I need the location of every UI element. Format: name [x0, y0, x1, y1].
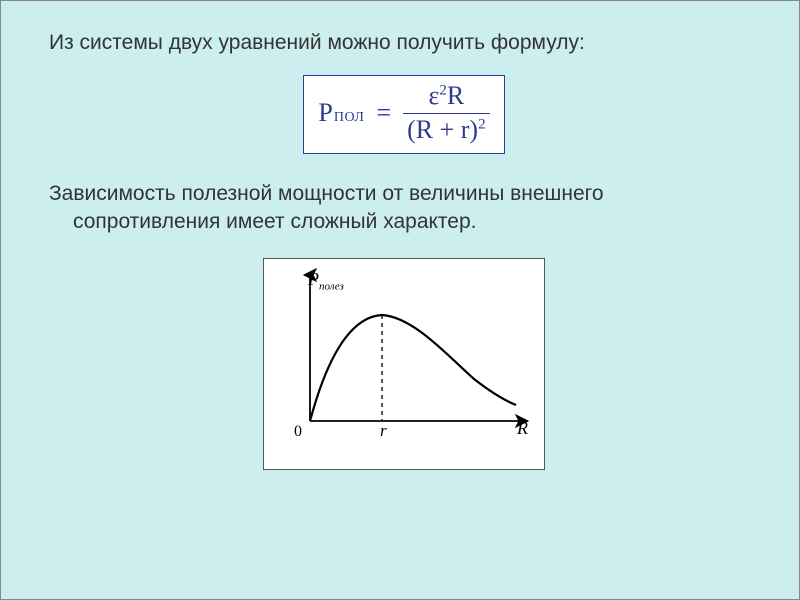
formula-fraction: ε2R (R + r)2: [403, 82, 489, 144]
formula-denominator: (R + r)2: [403, 116, 489, 145]
formula-eps-exp: 2: [439, 83, 447, 99]
slide: Из системы двух уравнений можно получить…: [0, 0, 800, 600]
chart-svg: [264, 259, 544, 469]
chart-container: Pполез R 0 r: [49, 258, 759, 470]
origin-label: 0: [294, 423, 302, 441]
x-axis-label: R: [517, 418, 528, 439]
formula-num-R: R: [447, 81, 464, 110]
description-line-1: Зависимость полезной мощности от величин…: [49, 182, 604, 205]
formula-container: РПОЛ = ε2R (R + r)2: [49, 75, 759, 153]
formula-subscript: ПОЛ: [334, 110, 365, 126]
y-axis-P: P: [308, 269, 319, 289]
power-curve: [310, 315, 516, 421]
y-axis-label: Pполез: [308, 269, 344, 293]
formula-P: Р: [318, 98, 332, 128]
formula-den-exp: 2: [478, 116, 486, 132]
formula-den-paren: (R + r): [407, 115, 478, 144]
power-chart: Pполез R 0 r: [263, 258, 545, 470]
peak-x-label: r: [380, 421, 387, 441]
formula-box: РПОЛ = ε2R (R + r)2: [303, 75, 504, 153]
description-line-2: сопротивления имеет сложный характер.: [49, 208, 759, 236]
formula-eps: ε: [428, 81, 439, 110]
formula-lhs: РПОЛ: [318, 98, 364, 128]
formula-fraction-bar: [403, 113, 489, 114]
formula-numerator: ε2R: [424, 82, 468, 111]
formula-equals: =: [376, 98, 391, 128]
y-axis-sub: полез: [319, 281, 344, 293]
intro-text: Из системы двух уравнений можно получить…: [49, 29, 759, 57]
description-text: Зависимость полезной мощности от величин…: [49, 180, 759, 237]
